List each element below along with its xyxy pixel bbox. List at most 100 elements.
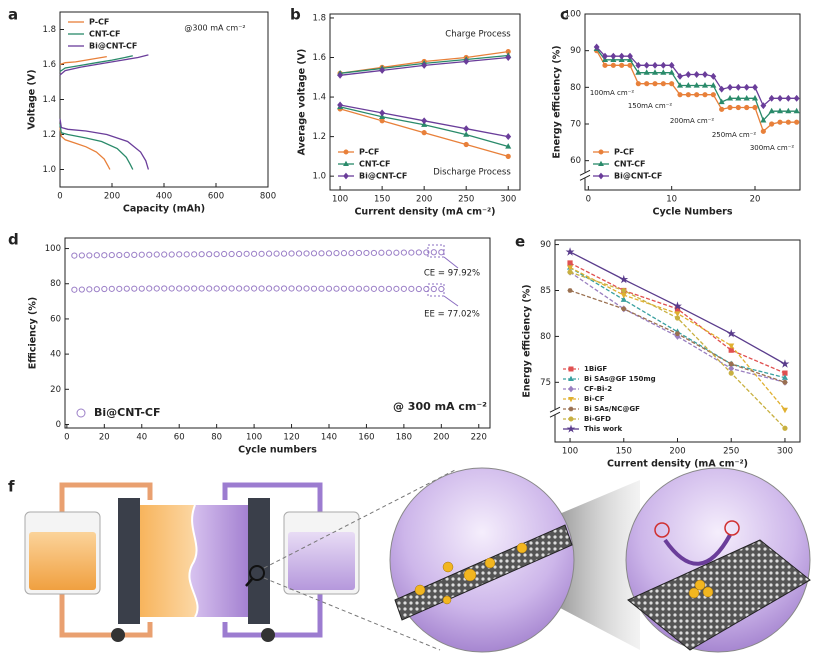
marker <box>379 66 386 74</box>
marker <box>131 251 138 258</box>
annotation: 100mA cm⁻² <box>590 89 635 97</box>
marker <box>421 117 428 125</box>
marker <box>735 83 742 91</box>
marker <box>213 251 220 258</box>
marker <box>265 285 273 292</box>
legend-label: Bi@CNT-CF <box>614 172 662 181</box>
marker <box>652 61 658 69</box>
marker <box>505 54 512 61</box>
marker <box>760 116 767 123</box>
marker <box>183 285 190 292</box>
axis-break <box>582 172 588 179</box>
flow-battery <box>24 469 456 651</box>
x-tick-label: 150 <box>616 447 632 457</box>
marker <box>673 301 682 310</box>
marker <box>782 425 788 431</box>
pipe <box>59 482 153 512</box>
marker <box>760 102 767 110</box>
x-tick-label: 200 <box>104 192 120 202</box>
marker <box>348 285 355 292</box>
marker <box>385 285 392 292</box>
marker <box>660 81 666 87</box>
marker <box>710 72 717 80</box>
marker <box>213 285 220 292</box>
marker <box>236 250 243 258</box>
x-tick-label: 800 <box>260 192 276 202</box>
marker <box>710 82 717 88</box>
x-tick-label: 400 <box>156 192 172 202</box>
x-tick-label: 160 <box>358 433 374 443</box>
marker <box>183 251 190 258</box>
y-tick-label: 20 <box>50 385 61 395</box>
x-tick-label: 120 <box>283 433 299 443</box>
marker <box>325 250 333 257</box>
marker <box>379 109 386 117</box>
series-line <box>569 271 786 383</box>
bi-clusters <box>688 579 714 599</box>
y-tick-label: 80 <box>570 83 581 93</box>
marker <box>438 249 445 256</box>
y-tick-label: 1.4 <box>312 93 326 103</box>
marker <box>668 61 675 69</box>
marker <box>685 71 692 78</box>
marker <box>116 285 123 292</box>
marker <box>348 250 355 257</box>
marker <box>310 250 318 257</box>
marker <box>710 92 716 98</box>
marker <box>430 285 437 293</box>
x-tick-label: 140 <box>321 433 337 443</box>
marker <box>333 250 340 257</box>
marker <box>370 249 378 257</box>
y-tick-label: 1.0 <box>312 172 326 182</box>
marker <box>668 69 675 75</box>
legend-label: CNT-CF <box>614 160 646 169</box>
y-tick-label: 1.6 <box>312 53 326 63</box>
marker <box>176 251 183 258</box>
annotation: 200mA cm⁻² <box>670 117 715 125</box>
marker <box>161 251 168 258</box>
marker <box>221 285 228 292</box>
marker <box>408 249 415 256</box>
marker <box>677 72 683 80</box>
axis-break <box>549 406 561 418</box>
marker <box>430 249 437 256</box>
y-tick-label: 1.2 <box>312 132 326 142</box>
marker <box>602 62 608 68</box>
marker <box>363 285 370 292</box>
y-axis-label: Energy efficiency (%) <box>552 45 563 158</box>
marker <box>751 94 759 101</box>
legend-marker <box>343 149 349 155</box>
marker <box>116 251 123 259</box>
x-tick-label: 600 <box>208 192 224 202</box>
marker <box>785 119 791 125</box>
marker <box>131 285 138 292</box>
marker <box>421 121 428 127</box>
marker <box>785 94 792 102</box>
marker <box>693 71 700 78</box>
x-axis-label: Current density (mA cm⁻²) <box>607 459 748 470</box>
marker <box>78 252 85 259</box>
marker <box>644 81 650 87</box>
y-tick-label: 75 <box>540 378 551 388</box>
y-tick-label: 1.4 <box>42 95 56 105</box>
marker <box>243 285 250 292</box>
y-axis-label: Efficiency (%) <box>28 297 39 370</box>
panel-letter: a <box>8 6 18 24</box>
x-tick-label: 200 <box>669 447 685 457</box>
legend-label: P-CF <box>359 148 379 157</box>
bi-clusters <box>414 542 528 605</box>
marker <box>393 285 400 292</box>
legend-label: P-CF <box>614 148 634 157</box>
axis-break <box>579 169 591 181</box>
x-tick-label: 180 <box>396 433 412 443</box>
x-tick-label: 300 <box>500 195 516 205</box>
marker <box>726 328 736 338</box>
marker <box>793 94 800 102</box>
marker <box>385 249 392 256</box>
legend-label: 1BiGF <box>584 365 607 373</box>
marker <box>198 285 205 292</box>
marker <box>685 92 691 98</box>
legend-marker <box>568 366 574 372</box>
